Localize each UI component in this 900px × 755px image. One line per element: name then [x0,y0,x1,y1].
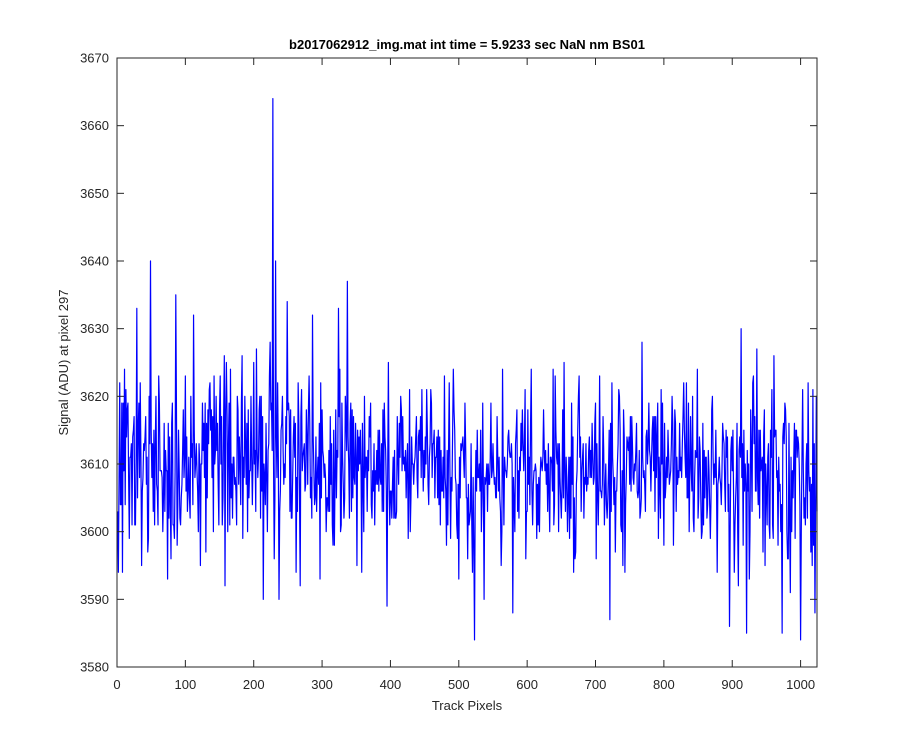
x-tick-label: 400 [380,677,402,692]
y-tick-label: 3620 [80,389,109,404]
x-tick-label: 800 [653,677,675,692]
series-layer [117,98,818,641]
x-tick-label: 900 [721,677,743,692]
y-axis: 3580 3590 3600 3610 3620 3630 3640 3650 3660 3670 [80,51,817,675]
x-tick-label: 100 [175,677,197,692]
y-tick-label: 3640 [80,254,109,269]
x-tick-label: 600 [516,677,538,692]
x-tick-label: 0 [113,677,120,692]
y-tick-label: 3630 [80,321,109,336]
y-tick-label: 3670 [80,51,109,66]
x-tick-label: 200 [243,677,265,692]
y-tick-label: 3650 [80,186,109,201]
y-tick-label: 3600 [80,524,109,539]
y-axis-label: Signal (ADU) at pixel 297 [56,290,71,436]
x-tick-label: 700 [585,677,607,692]
x-tick-label: 1000 [786,677,815,692]
y-tick-label: 3590 [80,592,109,607]
plot-area-border [116,57,818,668]
x-axis-label: Track Pixels [432,698,503,713]
y-tick-label: 3660 [80,118,109,133]
chart-title: b2017062912_img.mat int time = 5.9233 se… [289,37,645,52]
signal-series-line [117,98,818,641]
x-tick-label: 300 [311,677,333,692]
x-tick-label: 500 [448,677,470,692]
x-axis: 0 100 200 300 400 500 600 700 800 900 1000 [113,58,815,692]
y-tick-label: 3580 [80,660,109,675]
y-tick-label: 3610 [80,457,109,472]
